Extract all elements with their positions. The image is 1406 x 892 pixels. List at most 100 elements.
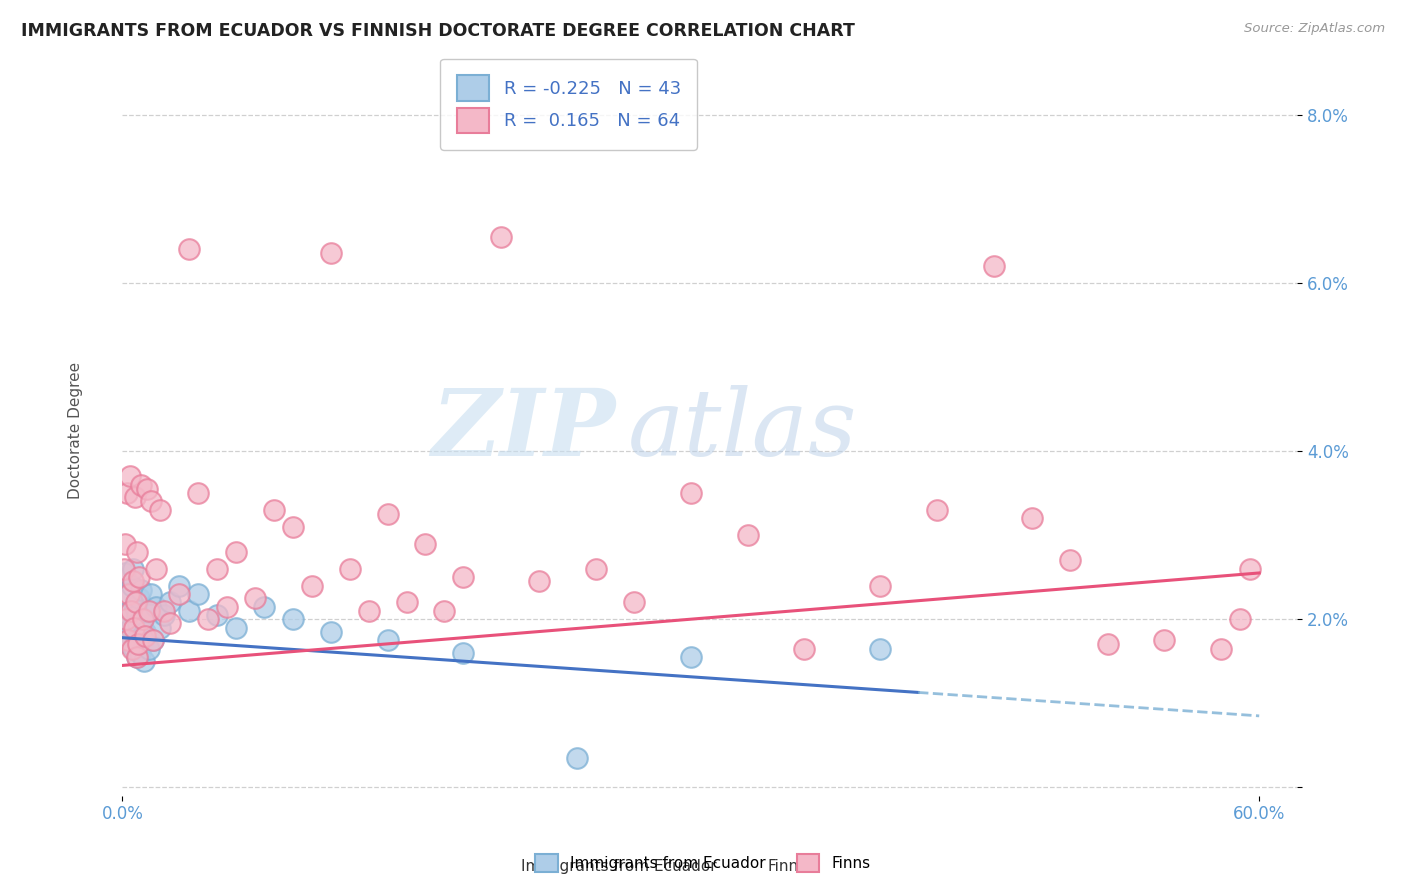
Point bbox=[925, 503, 948, 517]
Point bbox=[197, 612, 219, 626]
Point bbox=[1211, 641, 1233, 656]
Point bbox=[869, 578, 891, 592]
Point bbox=[120, 604, 142, 618]
Point bbox=[215, 599, 238, 614]
Point bbox=[115, 624, 138, 639]
Point bbox=[122, 641, 145, 656]
Point bbox=[127, 616, 149, 631]
Point bbox=[1097, 637, 1119, 651]
Point bbox=[585, 562, 607, 576]
Point bbox=[301, 578, 323, 592]
Point bbox=[1021, 511, 1043, 525]
Point bbox=[142, 633, 165, 648]
Point bbox=[115, 486, 138, 500]
Point bbox=[281, 519, 304, 533]
Point bbox=[377, 633, 399, 648]
Point bbox=[205, 607, 228, 622]
Point bbox=[129, 646, 152, 660]
Point bbox=[117, 612, 139, 626]
Point bbox=[177, 242, 200, 256]
Point bbox=[142, 633, 165, 648]
Text: ZIP: ZIP bbox=[432, 385, 616, 475]
Point bbox=[125, 650, 148, 665]
Point bbox=[225, 621, 247, 635]
Point bbox=[127, 650, 149, 665]
Text: Finns: Finns bbox=[768, 859, 807, 874]
Point bbox=[527, 574, 550, 589]
Point bbox=[125, 607, 148, 622]
Text: Source: ZipAtlas.com: Source: ZipAtlas.com bbox=[1244, 22, 1385, 36]
Point bbox=[153, 604, 176, 618]
Point bbox=[132, 612, 155, 626]
Text: Doctorate Degree: Doctorate Degree bbox=[67, 361, 83, 499]
Point bbox=[134, 624, 156, 639]
Point bbox=[243, 591, 266, 606]
Point bbox=[793, 641, 815, 656]
Point bbox=[177, 604, 200, 618]
Point bbox=[319, 246, 342, 260]
Point bbox=[159, 595, 181, 609]
Point bbox=[187, 587, 209, 601]
Point bbox=[1229, 612, 1251, 626]
Point bbox=[453, 570, 475, 584]
Point bbox=[187, 486, 209, 500]
Legend: R = -0.225   N = 43, R =  0.165   N = 64: R = -0.225 N = 43, R = 0.165 N = 64 bbox=[440, 59, 697, 150]
Point bbox=[134, 654, 156, 668]
Point bbox=[159, 616, 181, 631]
Point bbox=[114, 566, 136, 580]
Point bbox=[131, 629, 153, 643]
Point bbox=[136, 604, 159, 618]
Point bbox=[121, 578, 143, 592]
Point bbox=[115, 612, 138, 626]
Point bbox=[167, 578, 190, 592]
Point bbox=[121, 641, 143, 656]
Point bbox=[869, 641, 891, 656]
Point bbox=[118, 637, 141, 651]
Point bbox=[983, 259, 1005, 273]
Point bbox=[415, 536, 437, 550]
Point bbox=[167, 587, 190, 601]
Text: IMMIGRANTS FROM ECUADOR VS FINNISH DOCTORATE DEGREE CORRELATION CHART: IMMIGRANTS FROM ECUADOR VS FINNISH DOCTO… bbox=[21, 22, 855, 40]
Point bbox=[129, 582, 152, 597]
Point bbox=[114, 536, 136, 550]
Point bbox=[115, 587, 138, 601]
Point bbox=[453, 646, 475, 660]
Point bbox=[1059, 553, 1081, 567]
Point bbox=[145, 562, 167, 576]
Point bbox=[127, 545, 149, 559]
Point bbox=[138, 641, 160, 656]
Point bbox=[124, 491, 146, 505]
Point bbox=[118, 469, 141, 483]
Point bbox=[149, 621, 172, 635]
Point bbox=[253, 599, 276, 614]
Point bbox=[205, 562, 228, 576]
Point bbox=[139, 587, 162, 601]
Point bbox=[225, 545, 247, 559]
Point bbox=[145, 599, 167, 614]
Point bbox=[132, 612, 155, 626]
Point bbox=[281, 612, 304, 626]
Text: Immigrants from Ecuador: Immigrants from Ecuador bbox=[520, 859, 717, 874]
Point bbox=[737, 528, 759, 542]
Legend: Immigrants from Ecuador, Finns: Immigrants from Ecuador, Finns bbox=[527, 846, 879, 880]
Point bbox=[122, 621, 145, 635]
Point bbox=[134, 629, 156, 643]
Point bbox=[395, 595, 418, 609]
Point bbox=[127, 637, 149, 651]
Point bbox=[129, 477, 152, 491]
Point bbox=[339, 562, 361, 576]
Point bbox=[679, 486, 702, 500]
Point bbox=[139, 494, 162, 508]
Point bbox=[120, 621, 142, 635]
Point bbox=[138, 604, 160, 618]
Text: atlas: atlas bbox=[627, 385, 858, 475]
Point bbox=[118, 604, 141, 618]
Point bbox=[357, 604, 380, 618]
Point bbox=[149, 503, 172, 517]
Point bbox=[121, 574, 143, 589]
Point bbox=[117, 633, 139, 648]
Point bbox=[623, 595, 645, 609]
Point bbox=[679, 650, 702, 665]
Point bbox=[433, 604, 456, 618]
Point bbox=[319, 624, 342, 639]
